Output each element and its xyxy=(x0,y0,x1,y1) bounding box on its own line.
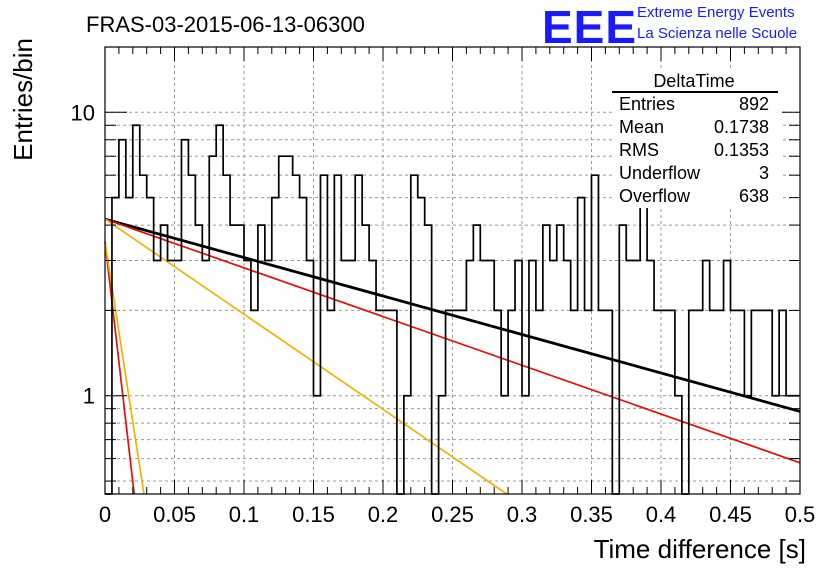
x-tick-label: 0.1 xyxy=(229,502,260,527)
y-axis-label: Entries/bin xyxy=(8,38,38,161)
run-title: FRAS-03-2015-06-13-06300 xyxy=(86,12,365,37)
stats-label-underflow: Underflow xyxy=(619,163,701,183)
stats-label-entries: Entries xyxy=(619,94,675,114)
axis-ticks xyxy=(104,47,801,494)
x-axis-label: Time difference [s] xyxy=(594,534,806,564)
stats-value-mean: 0.1738 xyxy=(714,117,769,137)
logo-line-2: La Scienza nelle Scuole xyxy=(637,25,797,42)
x-tick-label: 0 xyxy=(99,502,111,527)
stats-label-overflow: Overflow xyxy=(619,186,691,206)
y-tick-label: 10 xyxy=(71,100,95,125)
stats-label-rms: RMS xyxy=(619,140,659,160)
tick-labels: 0 0.05 0.1 0.15 0.2 0.25 0.3 0.35 0.4 0.45 0.5 1 10 xyxy=(71,100,816,527)
x-tick-label: 0.15 xyxy=(292,502,335,527)
x-tick-label: 0.3 xyxy=(507,502,538,527)
x-tick-label: 0.35 xyxy=(570,502,613,527)
fit-line xyxy=(104,218,508,495)
histogram-line xyxy=(105,124,800,495)
y-tick-label: 1 xyxy=(83,384,95,409)
x-tick-label: 0.25 xyxy=(431,502,474,527)
fit-line xyxy=(104,241,145,495)
x-tick-label: 0.5 xyxy=(785,502,816,527)
x-tick-label: 0.05 xyxy=(153,502,196,527)
stats-label-mean: Mean xyxy=(619,117,664,137)
stats-value-entries: 892 xyxy=(739,94,769,114)
x-tick-label: 0.45 xyxy=(709,502,752,527)
fit-line xyxy=(104,217,801,413)
fit-line xyxy=(104,218,801,464)
fit-line xyxy=(104,241,136,495)
stats-box: DeltaTime Entries 892 Mean 0.1738 RMS 0.… xyxy=(612,68,782,208)
stats-title: DeltaTime xyxy=(653,71,734,91)
x-tick-label: 0.4 xyxy=(646,502,677,527)
logo-line-1: Extreme Energy Events xyxy=(637,4,795,21)
eee-logo: EEE xyxy=(542,1,637,53)
stats-value-overflow: 638 xyxy=(739,186,769,206)
stats-value-underflow: 3 xyxy=(759,163,769,183)
stats-value-rms: 0.1353 xyxy=(714,140,769,160)
x-tick-label: 0.2 xyxy=(368,502,399,527)
